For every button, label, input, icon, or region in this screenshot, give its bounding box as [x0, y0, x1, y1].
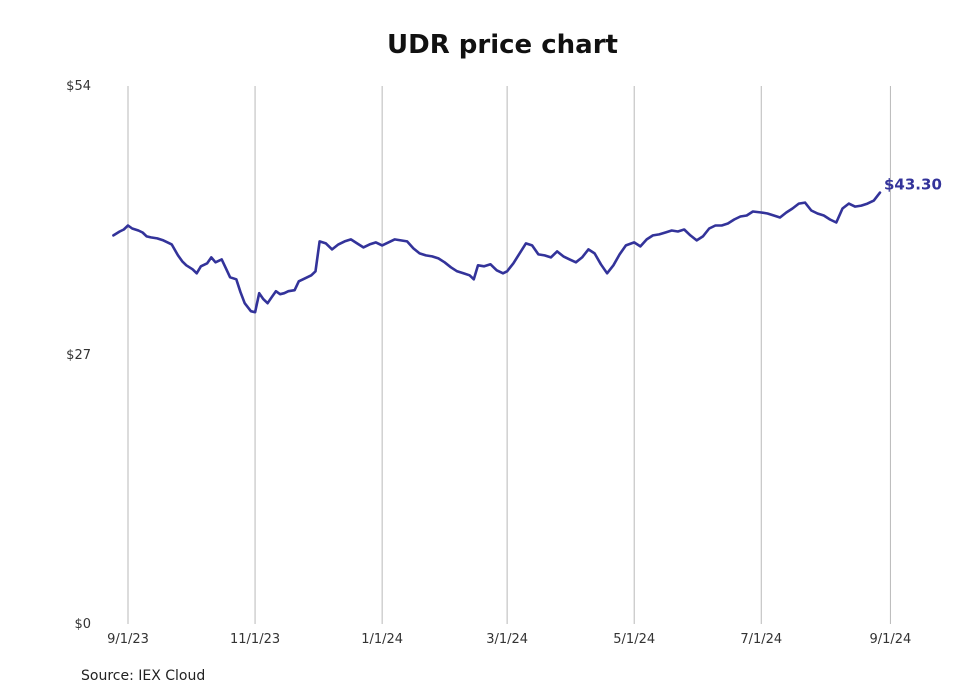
x-tick-label: 3/1/24 — [486, 632, 528, 647]
x-tick-label: 9/1/24 — [869, 632, 911, 647]
source-note: Source: IEX Cloud — [81, 668, 206, 684]
chart-title: UDR price chart — [387, 30, 618, 60]
series — [112, 191, 882, 314]
x-tick-label: 9/1/23 — [107, 632, 149, 647]
last-value-label: $43.30 — [884, 176, 942, 194]
price-line — [112, 191, 882, 314]
gridlines — [127, 86, 891, 624]
y-tick-label: $54 — [66, 79, 91, 94]
x-tick-label: 1/1/24 — [361, 632, 403, 647]
y-tick-label: $0 — [74, 617, 91, 632]
y-tick-label: $27 — [66, 348, 91, 363]
x-tick-label: 7/1/24 — [740, 632, 782, 647]
y-axis: $0 $27 $54 — [66, 79, 91, 632]
x-axis: 9/1/23 11/1/23 1/1/24 3/1/24 5/1/24 7/1/24 9/1… — [107, 632, 911, 647]
x-tick-label: 11/1/23 — [230, 632, 280, 647]
annotations: $43.30 — [884, 176, 942, 194]
x-tick-label: 5/1/24 — [613, 632, 655, 647]
